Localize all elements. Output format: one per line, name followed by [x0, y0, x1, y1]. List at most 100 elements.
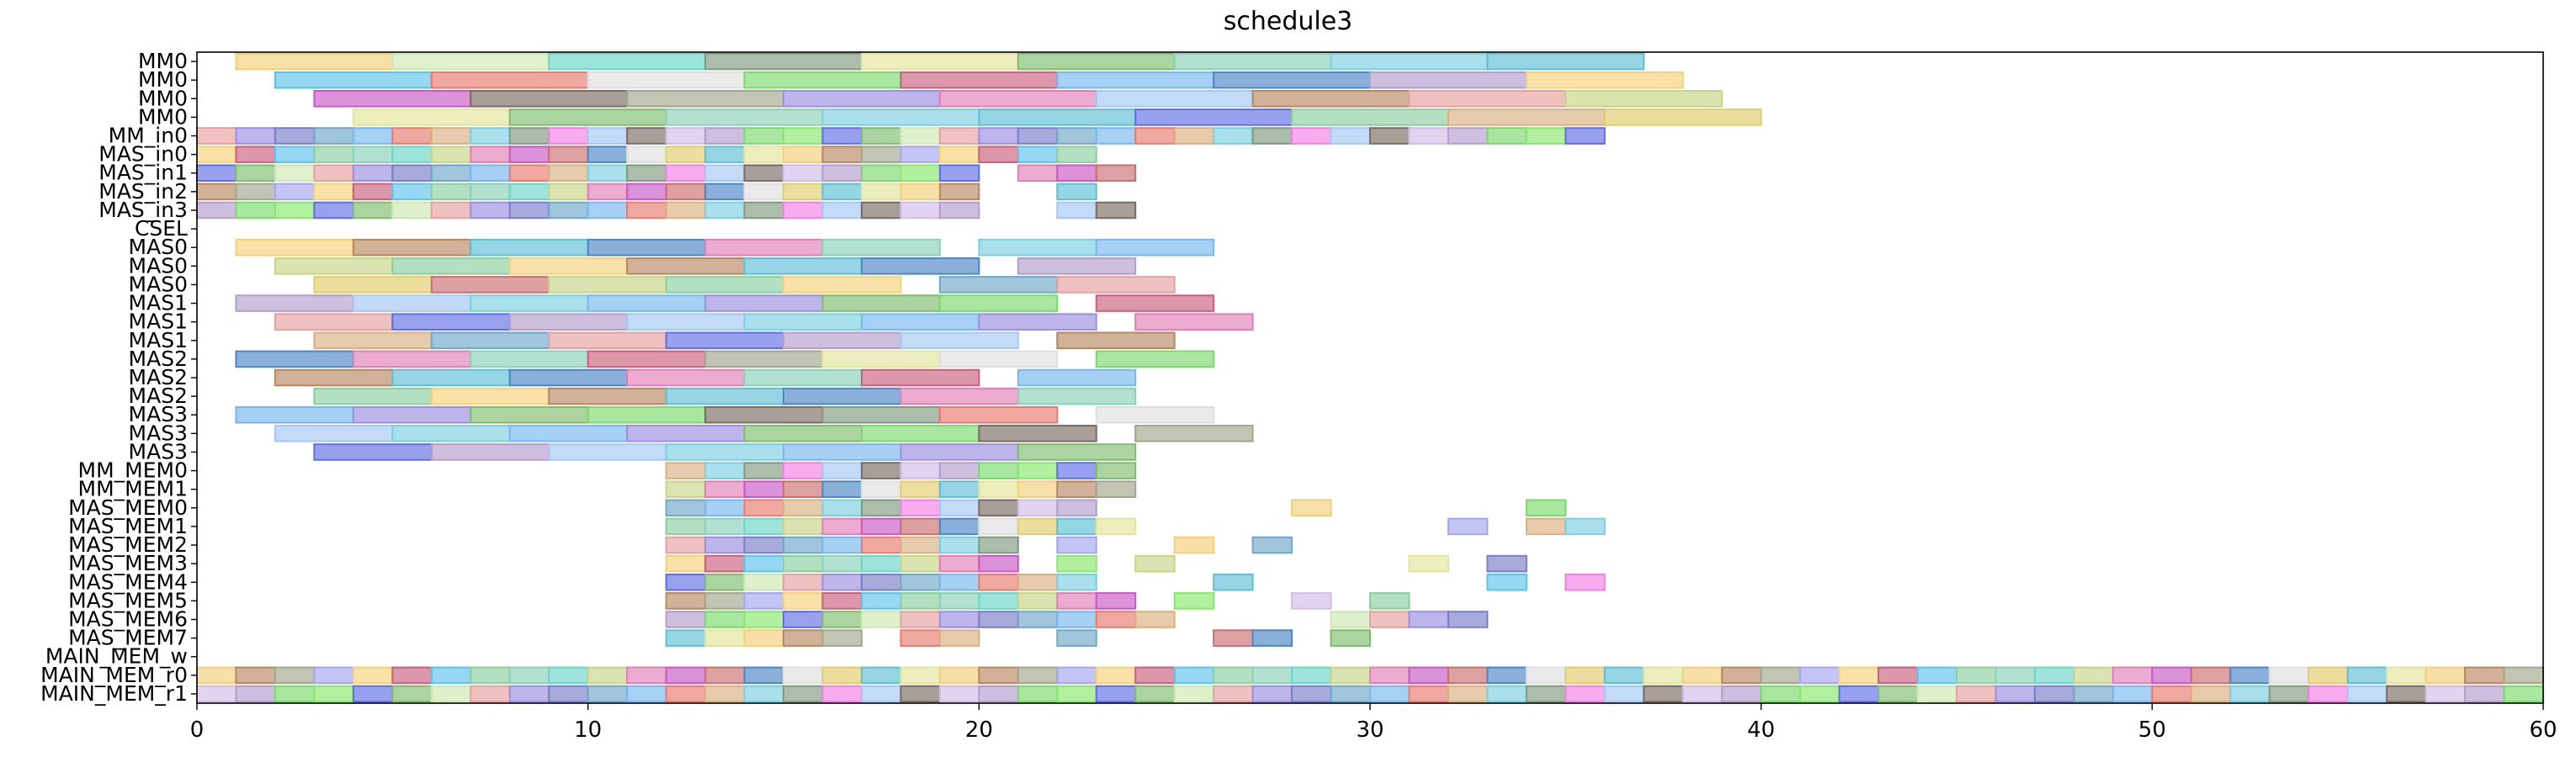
gantt-bar [938, 629, 980, 647]
gantt-bar [900, 480, 941, 498]
gantt-bar [1056, 164, 1097, 183]
gantt-bar [1173, 592, 1215, 610]
gantt-bar [1564, 573, 1606, 591]
gantt-bar [665, 276, 784, 294]
gantt-bar [235, 164, 276, 183]
gantt-bar [470, 201, 511, 220]
gantt-bar [508, 164, 550, 183]
gantt-bar [900, 201, 941, 220]
gantt-bar [783, 183, 824, 201]
gantt-bar [548, 331, 667, 350]
gantt-bar [2503, 666, 2545, 685]
gantt-bar [900, 127, 941, 145]
gantt-bar [2151, 685, 2192, 703]
y-tick-label: MAIN_MEM_w [45, 644, 188, 669]
x-tick-label: 20 [965, 717, 993, 743]
gantt-bar [900, 462, 941, 479]
gantt-bar [938, 294, 1059, 312]
y-axis-labels: MM0MM0MM0MM0MM_in0MAS_in0MAS_in1MAS_in2M… [40, 49, 197, 706]
gantt-bar [743, 629, 784, 647]
gantt-bar [587, 350, 707, 368]
gantt-bar [938, 462, 980, 479]
gantt-bar [1017, 517, 1059, 536]
gantt-bar [704, 405, 824, 424]
gantt-bar [783, 517, 824, 536]
gantt-bar [1251, 629, 1293, 647]
gantt-bar [587, 201, 629, 220]
gantt-bar [1017, 462, 1059, 479]
gantt-bar [938, 536, 980, 554]
gantt-bar [783, 536, 824, 554]
gantt-bar [2190, 666, 2232, 685]
gantt-bar [1213, 127, 1254, 145]
gantt-bar [860, 257, 980, 275]
gantt-bar [1017, 387, 1137, 405]
gantt-bar [978, 499, 1019, 517]
gantt-bar [1017, 164, 1059, 183]
gantt-bar [1095, 480, 1137, 498]
gantt-bar [938, 480, 980, 498]
gantt-bar [2229, 685, 2271, 703]
gantt-bar [900, 331, 1019, 350]
gantt-bar [391, 183, 433, 201]
gantt-bar [1369, 611, 1410, 628]
gantt-bar [352, 238, 472, 257]
gantt-bar [352, 164, 394, 183]
gantt-bar [1447, 685, 1489, 703]
gantt-bar [743, 201, 784, 220]
gantt-bar [821, 480, 863, 498]
gantt-bar [1134, 611, 1176, 628]
gantt-bar [1369, 127, 1410, 145]
gantt-bar [978, 611, 1019, 628]
gantt-bar [1330, 127, 1371, 145]
gantt-bar [1525, 685, 1567, 703]
gantt-bar [430, 276, 550, 294]
gantt-bar [665, 685, 707, 703]
gantt-bar [783, 443, 902, 461]
gantt-bar [665, 127, 707, 145]
y-tick-label: MAS2 [129, 365, 188, 389]
x-tick-label: 50 [2138, 717, 2166, 743]
gantt-bar [508, 201, 550, 220]
gantt-bar [1095, 462, 1137, 479]
gantt-bar [704, 294, 824, 312]
gantt-bar [1095, 517, 1137, 536]
gantt-bar [938, 554, 980, 573]
gantt-bar [1838, 666, 1880, 685]
gantt-bar [235, 52, 394, 71]
gantt-bar [900, 592, 941, 610]
gantt-bar [626, 666, 667, 685]
gantt-bar [1291, 592, 1332, 610]
gantt-bar [704, 146, 746, 163]
gantt-bar [938, 685, 980, 703]
gantt-bar [704, 499, 746, 517]
gantt-bar [2268, 666, 2310, 685]
y-tick-label: CSEL [135, 216, 188, 241]
gantt-bar [626, 201, 667, 220]
gantt-bar [900, 666, 941, 685]
gantt-bar [1291, 666, 1332, 685]
gantt-bar [196, 164, 237, 183]
y-tick-label: MM0 [138, 67, 188, 92]
gantt-bar [1017, 443, 1137, 461]
gantt-bar [978, 462, 1019, 479]
gantt-bar [743, 480, 784, 498]
gantt-bar [1447, 517, 1489, 536]
gantt-bar [665, 611, 707, 628]
gantt-bar [352, 201, 394, 220]
gantt-bar [1173, 52, 1332, 71]
gantt-bar [1017, 611, 1059, 628]
gantt-bar [1017, 146, 1059, 163]
gantt-bar [1134, 554, 1176, 573]
gantt-bar [587, 146, 629, 163]
gantt-bar [470, 238, 589, 257]
gantt-bar [1056, 554, 1097, 573]
gantt-bar [391, 685, 433, 703]
gantt-bar [1213, 573, 1254, 591]
gantt-bar [978, 573, 1019, 591]
y-tick-label: MAS_in2 [98, 179, 188, 204]
gantt-bar [704, 350, 824, 368]
gantt-bar [743, 536, 784, 554]
gantt-bar [508, 425, 629, 442]
gantt-bar [626, 685, 667, 703]
